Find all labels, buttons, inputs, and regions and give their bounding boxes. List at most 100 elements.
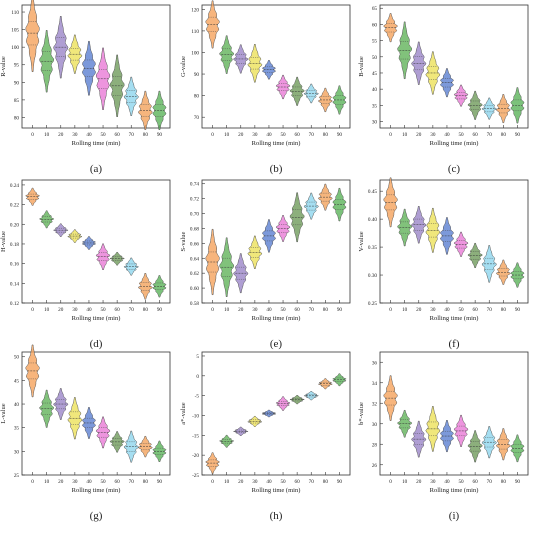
violin-20 <box>53 16 69 79</box>
x-tick-label: 50 <box>100 479 106 485</box>
x-tick-label: 90 <box>337 307 343 313</box>
x-tick-label: 10 <box>224 132 230 138</box>
x-tick-label: 20 <box>58 479 64 485</box>
y-tick-label: 0.12 <box>10 301 19 307</box>
violin-90 <box>152 90 167 131</box>
x-tick-label: 60 <box>473 307 479 313</box>
x-tick-label: 50 <box>458 307 464 313</box>
violin-20 <box>411 206 427 244</box>
violin-70 <box>481 426 497 459</box>
violin-90 <box>510 262 525 288</box>
x-tick-label: 60 <box>295 479 301 485</box>
violin-10 <box>39 210 55 229</box>
x-tick-label: 60 <box>473 132 479 138</box>
y-tick-label: 120 <box>191 7 199 13</box>
y-tick-label: 70 <box>194 115 200 121</box>
x-tick-label: 90 <box>515 479 521 485</box>
violin-40 <box>81 407 97 439</box>
panel-label: (c) <box>448 163 461 175</box>
x-tick-label: 30 <box>430 132 436 138</box>
x-tick-label: 90 <box>157 132 163 138</box>
y-tick-label: 55 <box>372 39 378 45</box>
x-tick-label: 80 <box>143 479 149 485</box>
y-tick-label: 90 <box>14 80 20 86</box>
panel-label: (i) <box>449 510 460 522</box>
violin-40 <box>439 420 455 453</box>
violin-40 <box>81 236 97 250</box>
panel-d: 0.12 0.14 0.16 0.18 0.20 0.22 0.24 0 10 20 30 40 50 6… <box>0 179 171 350</box>
violin-0 <box>205 228 220 296</box>
violin-30 <box>425 406 441 452</box>
y-axis-label: G-value <box>180 56 187 77</box>
violin-80 <box>317 378 333 390</box>
x-tick-label: 70 <box>487 307 493 313</box>
x-tick-label: 50 <box>280 479 286 485</box>
x-tick-label: 70 <box>129 479 135 485</box>
violin-30 <box>247 415 263 427</box>
x-tick-label: 20 <box>238 479 244 485</box>
x-axis-label: Rolling time (min) <box>430 487 479 494</box>
y-axis-label: B-value <box>358 56 365 77</box>
y-axis-label: S-value <box>180 231 187 251</box>
violin-0 <box>383 375 398 421</box>
x-tick-label: 50 <box>100 307 106 313</box>
panel-label: (d) <box>90 338 103 350</box>
x-tick-label: 50 <box>100 132 106 138</box>
plot-frame <box>379 4 529 129</box>
y-tick-label: 32 <box>372 401 378 407</box>
violin-90 <box>332 85 347 115</box>
y-tick-label: 105 <box>11 28 19 34</box>
x-tick-label: 30 <box>252 132 258 138</box>
violin-30 <box>425 207 441 253</box>
violin-20 <box>52 223 69 237</box>
violin-60 <box>289 192 305 243</box>
violin-60 <box>109 431 125 453</box>
x-tick-label: 90 <box>515 307 521 313</box>
x-tick-label: 10 <box>224 307 230 313</box>
violin-90 <box>152 275 167 298</box>
y-tick-label: 0.64 <box>190 256 199 262</box>
x-tick-label: 70 <box>129 132 135 138</box>
x-tick-label: 0 <box>389 307 392 313</box>
panel-e: 0.58 0.60 0.62 0.64 0.66 0.68 0.70 0.72 0.74 0 10 2… <box>180 179 351 350</box>
x-tick-label: 40 <box>86 479 92 485</box>
x-tick-label: 50 <box>280 132 286 138</box>
x-tick-label: 80 <box>323 307 329 313</box>
x-tick-label: 10 <box>224 479 230 485</box>
x-tick-label: 80 <box>143 132 149 138</box>
x-tick-label: 80 <box>143 307 149 313</box>
x-tick-label: 20 <box>58 132 64 138</box>
panel-a: 80 85 90 95 100 105 110 0 10 20 30 40 50 60 70 80 90 Roll… <box>0 0 171 175</box>
y-tick-label: 0.24 <box>10 183 19 189</box>
violin-60 <box>467 90 483 120</box>
violin-50 <box>275 396 291 411</box>
y-axis-label: a*-value <box>180 402 187 424</box>
x-tick-label: 30 <box>72 132 78 138</box>
violin-40 <box>261 59 277 80</box>
y-tick-label: 36 <box>372 360 378 366</box>
violin-10 <box>39 30 55 93</box>
violin-90 <box>510 434 525 463</box>
violin-60 <box>467 242 483 269</box>
x-tick-label: 0 <box>389 132 392 138</box>
y-tick-label: 0.16 <box>10 262 19 268</box>
x-tick-label: 50 <box>458 479 464 485</box>
violin-80 <box>496 94 511 124</box>
y-tick-label: 0.70 <box>190 212 199 218</box>
violin-70 <box>303 391 319 401</box>
y-tick-label: 45 <box>372 71 378 77</box>
y-tick-label: 30 <box>372 120 378 126</box>
x-tick-label: 0 <box>31 479 34 485</box>
violin-30 <box>247 44 263 83</box>
x-tick-label: 50 <box>280 307 286 313</box>
y-tick-label: -25 <box>192 473 199 479</box>
x-tick-label: 0 <box>211 307 214 313</box>
x-axis-label: Rolling time (min) <box>252 140 301 147</box>
x-tick-label: 0 <box>389 479 392 485</box>
x-tick-label: 40 <box>86 132 92 138</box>
x-tick-label: 10 <box>44 307 50 313</box>
violin-50 <box>95 416 111 449</box>
plot-frame <box>379 179 529 304</box>
violin-80 <box>496 428 511 461</box>
y-tick-label: 0.60 <box>190 286 199 292</box>
